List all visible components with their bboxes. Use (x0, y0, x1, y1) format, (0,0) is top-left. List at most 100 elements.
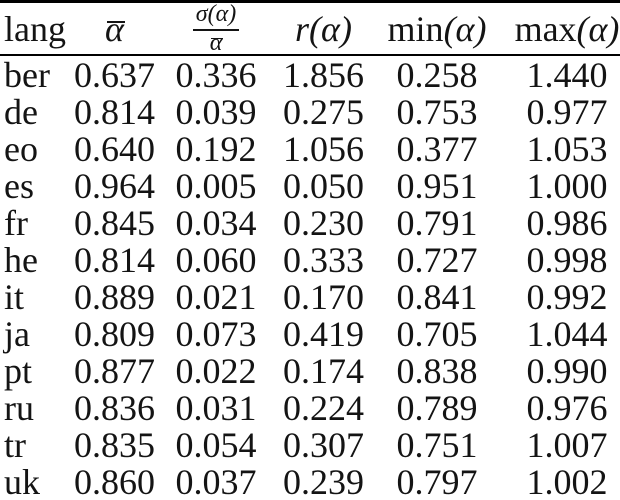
table-row: he 0.814 0.060 0.333 0.727 0.998 (0, 241, 620, 278)
alpha-bar-symbol: α (105, 8, 126, 49)
table-header: lang α σ(α) α r(α) min(α) (0, 1, 620, 57)
cell-lang: he (4, 239, 38, 280)
cell-max: 1.002 (526, 461, 608, 500)
cell-r: 0.275 (283, 91, 364, 132)
cell-sigma-ratio: 0.034 (175, 202, 257, 243)
table-body: ber 0.637 0.336 1.856 0.258 1.440 de 0.8… (0, 55, 620, 500)
max-argument: (α) (576, 8, 620, 49)
fraction-denominator: α (209, 29, 223, 56)
sigma-ratio-fraction: σ(α) α (192, 2, 240, 56)
min-operator: min (387, 8, 444, 49)
cell-max: 1.000 (526, 165, 608, 206)
cell-alpha-mean: 0.845 (74, 202, 155, 243)
col-header-lang: lang (0, 1, 66, 57)
table-row: it 0.889 0.021 0.170 0.841 0.992 (0, 278, 620, 315)
cell-min: 0.797 (396, 461, 478, 500)
cell-r: 1.856 (283, 54, 364, 95)
cell-r: 0.224 (283, 387, 364, 428)
cell-sigma-ratio: 0.005 (175, 165, 257, 206)
min-argument: (α) (443, 8, 487, 49)
cell-sigma-ratio: 0.054 (175, 424, 257, 465)
table-row: ru 0.836 0.031 0.224 0.789 0.976 (0, 389, 620, 426)
cell-alpha-mean: 0.836 (74, 387, 155, 428)
cell-min: 0.838 (396, 350, 478, 391)
cell-alpha-mean: 0.889 (74, 276, 155, 317)
cell-max: 0.998 (526, 239, 608, 280)
cell-max: 1.044 (526, 313, 608, 354)
cell-max: 1.053 (526, 128, 608, 169)
cell-alpha-mean: 0.809 (74, 313, 155, 354)
cell-r: 0.050 (283, 165, 364, 206)
cell-sigma-ratio: 0.021 (175, 276, 257, 317)
cell-min: 0.705 (396, 313, 478, 354)
cell-alpha-mean: 0.835 (74, 424, 155, 465)
cell-lang: it (4, 276, 25, 317)
cell-lang: fr (4, 202, 28, 243)
col-header-min: min(α) (378, 1, 496, 57)
table-row: ber 0.637 0.336 1.856 0.258 1.440 (0, 55, 620, 93)
cell-max: 0.977 (526, 91, 608, 132)
cell-lang: ja (4, 313, 30, 354)
cell-r: 0.170 (283, 276, 364, 317)
table-row: ja 0.809 0.073 0.419 0.705 1.044 (0, 315, 620, 352)
cell-sigma-ratio: 0.022 (175, 350, 257, 391)
cell-r: 0.230 (283, 202, 364, 243)
cell-alpha-mean: 0.814 (74, 91, 155, 132)
col-header-max: max(α) (496, 1, 620, 57)
cell-max: 0.976 (526, 387, 608, 428)
cell-min: 0.727 (396, 239, 478, 280)
cell-max: 1.007 (526, 424, 608, 465)
cell-lang: ru (4, 387, 34, 428)
cell-r: 0.333 (283, 239, 364, 280)
cell-alpha-mean: 0.877 (74, 350, 155, 391)
cell-max: 1.440 (526, 54, 608, 95)
cell-alpha-mean: 0.637 (74, 54, 155, 95)
cell-min: 0.951 (396, 165, 478, 206)
col-header-r: r(α) (269, 1, 378, 57)
cell-max: 0.986 (526, 202, 608, 243)
table-row: fr 0.845 0.034 0.230 0.791 0.986 (0, 204, 620, 241)
cell-sigma-ratio: 0.037 (175, 461, 257, 500)
header-row: lang α σ(α) α r(α) min(α) (0, 1, 620, 57)
cell-alpha-mean: 0.814 (74, 239, 155, 280)
cell-lang: es (4, 165, 34, 206)
col-header-r-label: r(α) (295, 8, 352, 49)
cell-sigma-ratio: 0.031 (175, 387, 257, 428)
col-header-lang-label: lang (4, 8, 66, 49)
alpha-bar-symbol: α (209, 29, 223, 56)
cell-sigma-ratio: 0.060 (175, 239, 257, 280)
table-row: uk 0.860 0.037 0.239 0.797 1.002 (0, 463, 620, 500)
table-row: de 0.814 0.039 0.275 0.753 0.977 (0, 93, 620, 130)
cell-lang: uk (4, 461, 40, 500)
cell-max: 0.992 (526, 276, 608, 317)
cell-min: 0.791 (396, 202, 478, 243)
cell-alpha-mean: 0.640 (74, 128, 155, 169)
cell-r: 0.239 (283, 461, 364, 500)
cell-lang: de (4, 91, 38, 132)
cell-max: 0.990 (526, 350, 608, 391)
cell-sigma-ratio: 0.073 (175, 313, 257, 354)
col-header-alpha-mean: α (66, 1, 163, 57)
cell-alpha-mean: 0.860 (74, 461, 155, 500)
cell-sigma-ratio: 0.192 (175, 128, 257, 169)
cell-lang: pt (4, 350, 33, 391)
cell-min: 0.751 (396, 424, 478, 465)
table-row: eo 0.640 0.192 1.056 0.377 1.053 (0, 130, 620, 167)
cell-min: 0.258 (396, 54, 478, 95)
cell-r: 0.174 (283, 350, 364, 391)
max-operator: max (514, 8, 577, 49)
cell-min: 0.377 (396, 128, 478, 169)
cell-sigma-ratio: 0.336 (175, 54, 257, 95)
cell-min: 0.841 (396, 276, 478, 317)
table-row: es 0.964 0.005 0.050 0.951 1.000 (0, 167, 620, 204)
cell-r: 1.056 (283, 128, 364, 169)
col-header-sigma-ratio: σ(α) α (163, 1, 269, 57)
cell-lang: tr (4, 424, 26, 465)
fraction-numerator: σ(α) (192, 2, 240, 31)
cell-min: 0.789 (396, 387, 478, 428)
cell-lang: ber (4, 54, 50, 95)
table-row: tr 0.835 0.054 0.307 0.751 1.007 (0, 426, 620, 463)
cell-lang: eo (4, 128, 38, 169)
